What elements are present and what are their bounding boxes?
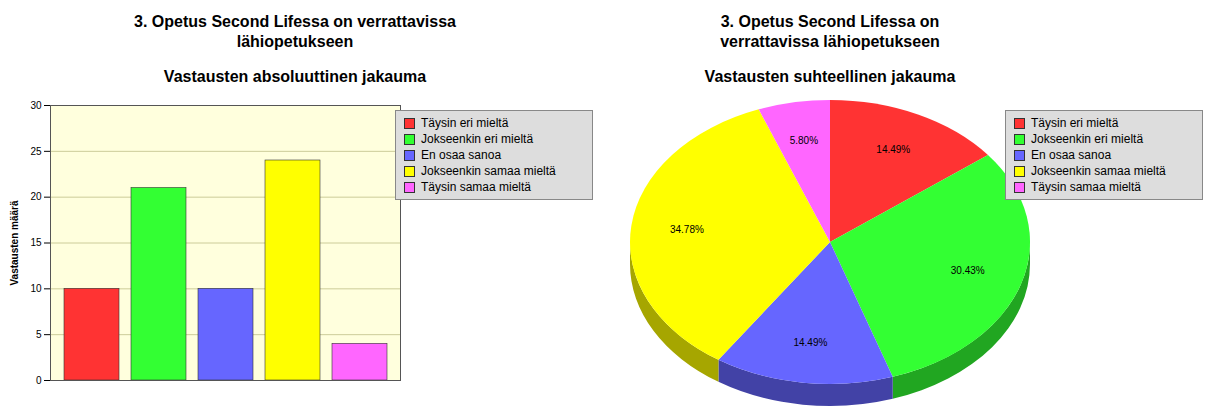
html-text:3. Opetus Second Lifessa on ve: 3. Opetus Second Lifessa on verrattaviss… — [720, 13, 940, 50]
html-text:Jokseenkin eri mieltä: Jokseenkin eri mieltä — [421, 132, 534, 146]
html-text:Vastausten absoluuttinen jakau: Vastausten absoluuttinen jakauma — [163, 68, 427, 85]
html-text:Jokseenkin eri mieltä: Jokseenkin eri mieltä — [1031, 132, 1144, 146]
svg-text:30: 30 — [30, 100, 42, 111]
html-text:Jokseenkin samaa mieltä: Jokseenkin samaa mieltä — [421, 164, 556, 178]
svg-text:34.78%: 34.78% — [670, 224, 704, 235]
svg-text:15: 15 — [30, 237, 42, 248]
svg-text:25: 25 — [30, 146, 42, 157]
svg-text:14.49%: 14.49% — [876, 144, 910, 155]
html-text:3. Opetus Second Lifessa on ve: 3. Opetus Second Lifessa on verrattaviss… — [134, 13, 456, 50]
svg-text:Vastausten määrä: Vastausten määrä — [9, 200, 20, 285]
svg-text:0: 0 — [36, 375, 42, 386]
svg-text:14.49%: 14.49% — [793, 337, 827, 348]
html-text:Täysin samaa mieltä: Täysin samaa mieltä — [421, 180, 531, 194]
html-text:Jokseenkin samaa mieltä: Jokseenkin samaa mieltä — [1031, 164, 1166, 178]
html-text:Täysin eri mieltä: Täysin eri mieltä — [421, 116, 509, 130]
html-text:En osaa sanoa: En osaa sanoa — [421, 148, 502, 162]
html-text:Täysin samaa mieltä: Täysin samaa mieltä — [1031, 180, 1141, 194]
svg-text:5: 5 — [36, 329, 42, 340]
svg-text:20: 20 — [30, 191, 42, 202]
html-text:Vastausten suhteellinen jakaum: Vastausten suhteellinen jakauma — [704, 68, 956, 85]
svg-text:30.43%: 30.43% — [951, 265, 985, 276]
html-text:Täysin eri mieltä: Täysin eri mieltä — [1031, 116, 1119, 130]
html-text:En osaa sanoa: En osaa sanoa — [1031, 148, 1112, 162]
svg-text:10: 10 — [30, 283, 42, 294]
svg-text:5.80%: 5.80% — [790, 135, 818, 146]
